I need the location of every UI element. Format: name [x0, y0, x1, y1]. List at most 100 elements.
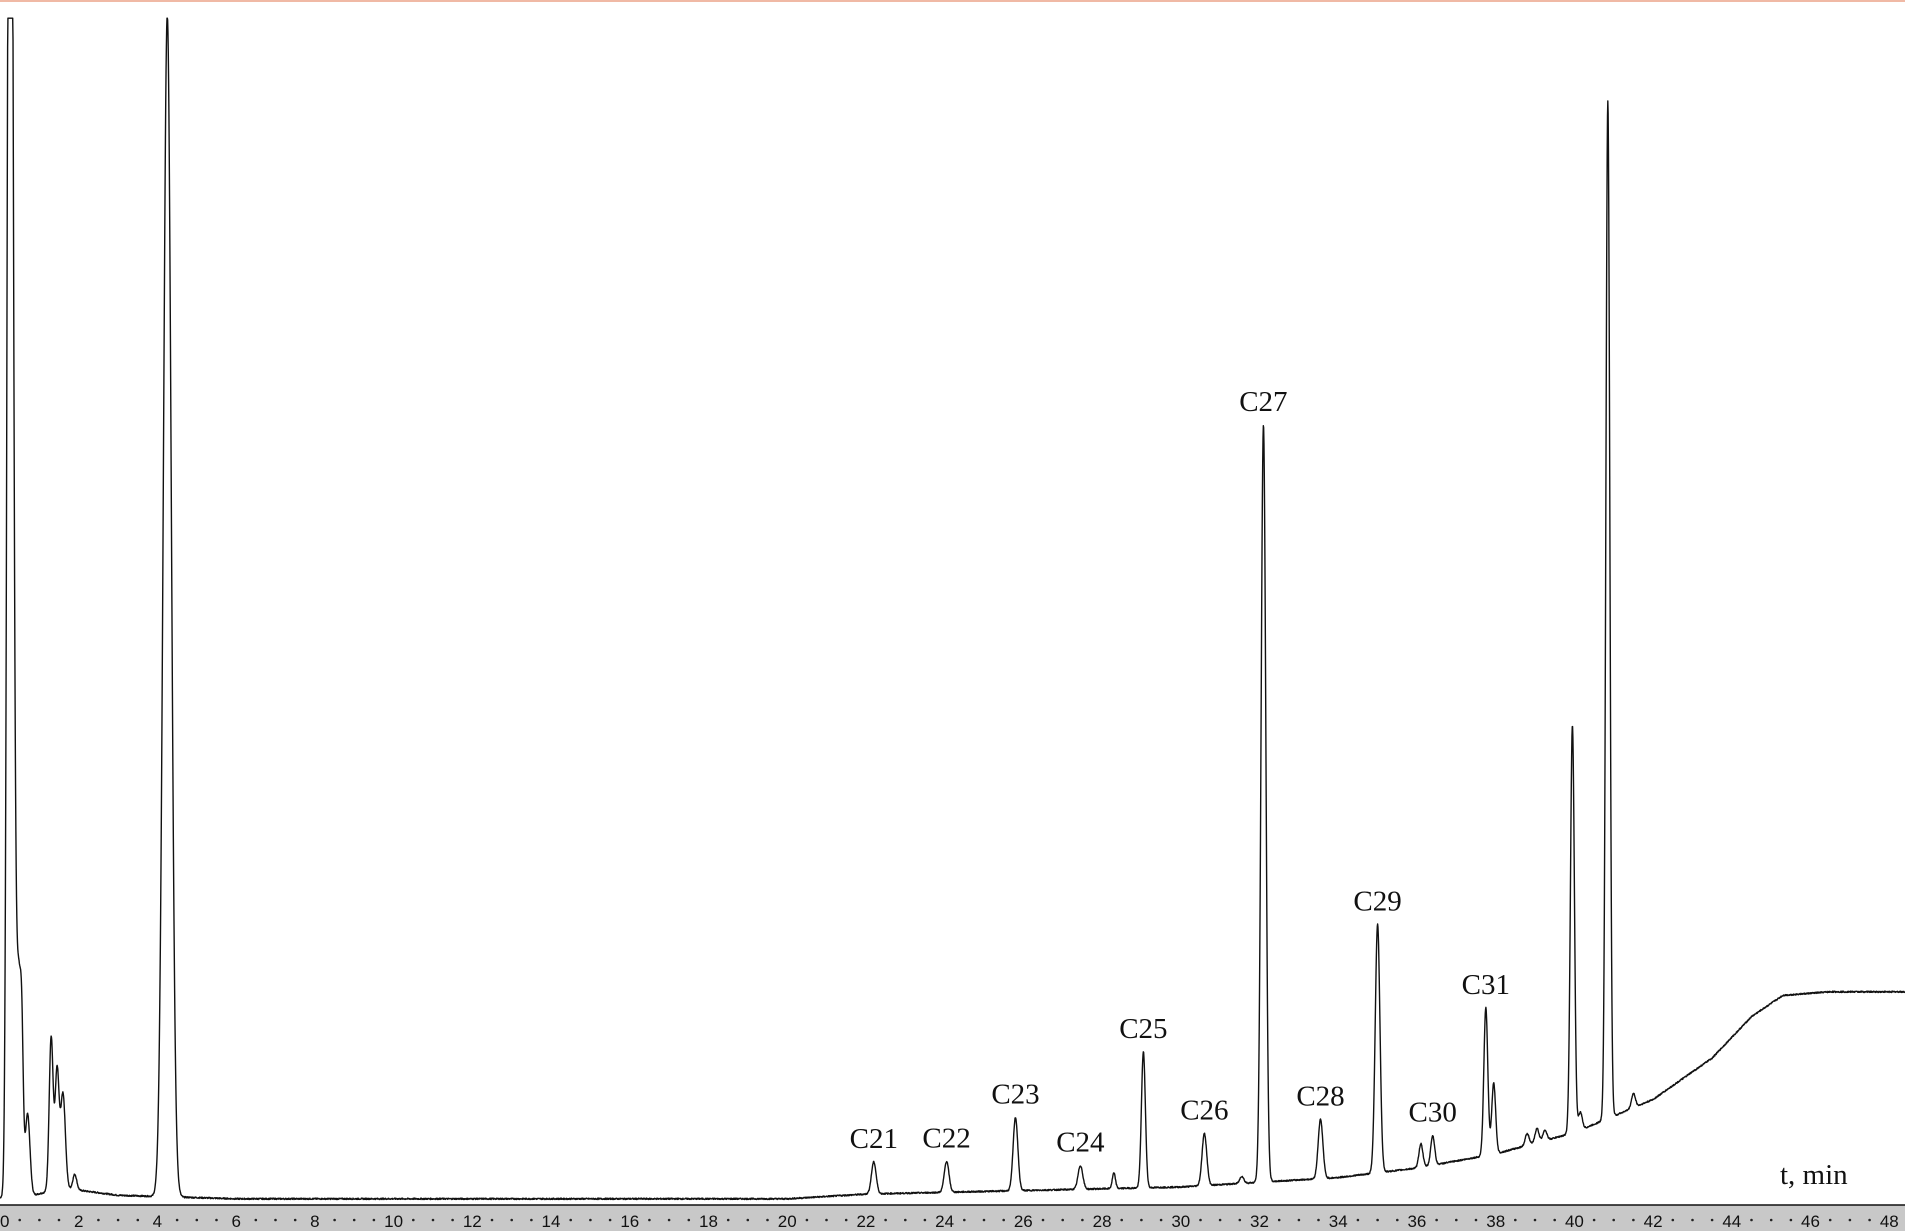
x-minor-tick — [175, 1218, 179, 1222]
peak-labels: C21 C22 C23 C24 C25 C26 C27 C28 C29 C30 C31 — [850, 386, 1510, 1159]
x-minor-tick — [38, 1218, 41, 1222]
x-minor-tick — [1632, 1218, 1635, 1222]
x-tick-label: 42 — [1644, 1212, 1663, 1231]
x-minor-tick — [372, 1218, 376, 1222]
x-minor-tick — [412, 1218, 415, 1222]
x-minor-tick — [589, 1218, 592, 1222]
x-tick-label: 38 — [1486, 1212, 1505, 1231]
x-tick-label: 18 — [699, 1212, 718, 1231]
x-minor-tick — [884, 1218, 887, 1222]
x-minor-tick — [1455, 1218, 1458, 1222]
x-minor-tick — [805, 1218, 809, 1222]
x-minor-tick — [1159, 1218, 1163, 1222]
peak-label-c28: C28 — [1296, 1080, 1344, 1112]
x-tick-label: 40 — [1565, 1212, 1584, 1231]
x-minor-tick — [1474, 1218, 1478, 1222]
x-minor-tick — [1514, 1218, 1517, 1222]
x-tick-label: 12 — [463, 1212, 482, 1231]
x-minor-tick — [1592, 1218, 1596, 1222]
x-minor-tick — [1868, 1218, 1871, 1222]
peak-label-c26: C26 — [1180, 1095, 1228, 1127]
x-minor-tick — [726, 1218, 730, 1222]
x-minor-tick — [274, 1218, 277, 1222]
x-minor-tick — [608, 1218, 612, 1222]
peak-label-c31: C31 — [1462, 969, 1510, 1001]
peak-label-c23: C23 — [991, 1078, 1039, 1110]
x-minor-tick — [923, 1218, 927, 1222]
x-minor-tick — [57, 1218, 61, 1222]
x-minor-tick — [333, 1218, 336, 1222]
x-minor-tick — [982, 1218, 986, 1222]
x-minor-tick — [1553, 1218, 1556, 1222]
x-minor-tick — [97, 1218, 100, 1222]
x-axis-ticks — [18, 1218, 1871, 1222]
x-minor-tick — [1238, 1218, 1242, 1222]
x-minor-tick — [1710, 1218, 1714, 1222]
x-minor-tick — [1435, 1218, 1438, 1222]
x-minor-tick — [18, 1218, 22, 1222]
peak-label-c25: C25 — [1119, 1013, 1167, 1045]
x-minor-tick — [1376, 1218, 1379, 1222]
x-tick-label: 36 — [1407, 1212, 1426, 1231]
x-minor-tick — [844, 1218, 848, 1222]
x-tick-label: 20 — [778, 1212, 797, 1231]
x-minor-tick — [1199, 1218, 1202, 1222]
x-minor-tick — [1769, 1218, 1773, 1222]
x-minor-tick — [215, 1218, 218, 1222]
x-minor-tick — [254, 1218, 258, 1222]
x-tick-label: 8 — [310, 1212, 319, 1231]
peak-label-c29: C29 — [1353, 885, 1401, 917]
peak-label-c24: C24 — [1056, 1127, 1105, 1159]
x-minor-tick — [195, 1218, 199, 1222]
x-minor-tick — [1828, 1218, 1832, 1222]
x-tick-label: 26 — [1014, 1212, 1033, 1231]
x-minor-tick — [1533, 1218, 1537, 1222]
x-minor-tick — [116, 1218, 120, 1222]
x-tick-label: 30 — [1171, 1212, 1190, 1231]
x-minor-tick — [1848, 1218, 1852, 1222]
x-minor-tick — [1317, 1218, 1320, 1222]
x-minor-tick — [1750, 1218, 1753, 1222]
x-minor-tick — [825, 1218, 828, 1222]
x-minor-tick — [1218, 1218, 1222, 1222]
x-tick-label: 32 — [1250, 1212, 1269, 1231]
x-tick-label: 46 — [1801, 1212, 1820, 1231]
x-tick-label: 24 — [935, 1212, 954, 1231]
x-minor-tick — [1396, 1218, 1399, 1222]
x-axis-tick-labels: 0 2 4 6 8 10 12 14 16 18 20 22 24 26 28 30 32 34 36 38 40 42 4… — [0, 1212, 1899, 1231]
x-tick-label: 44 — [1722, 1212, 1741, 1231]
x-minor-tick — [431, 1218, 435, 1222]
x-minor-tick — [766, 1218, 769, 1222]
x-minor-tick — [530, 1218, 533, 1222]
x-minor-tick — [1120, 1218, 1123, 1222]
x-minor-tick — [648, 1218, 651, 1222]
peak-label-c21: C21 — [850, 1123, 898, 1155]
x-minor-tick — [1612, 1218, 1615, 1222]
x-tick-label: 2 — [74, 1212, 83, 1231]
axis-band — [0, 1205, 1905, 1231]
x-minor-tick — [1789, 1218, 1793, 1222]
x-minor-tick — [490, 1218, 494, 1222]
x-tick-label: 14 — [542, 1212, 561, 1231]
chromatogram-trace — [0, 17, 1905, 1201]
peak-label-c22: C22 — [922, 1123, 970, 1155]
x-minor-tick — [136, 1218, 140, 1222]
x-minor-tick — [667, 1218, 671, 1222]
x-tick-label: 22 — [856, 1212, 875, 1231]
x-tick-label: 6 — [231, 1212, 240, 1231]
x-minor-tick — [1671, 1218, 1675, 1222]
x-minor-tick — [1691, 1218, 1694, 1222]
x-tick-label: 10 — [384, 1212, 403, 1231]
x-tick-label: 28 — [1093, 1212, 1112, 1231]
peak-label-c27: C27 — [1239, 386, 1287, 418]
x-tick-label: 48 — [1880, 1212, 1899, 1231]
x-minor-tick — [687, 1218, 691, 1222]
x-minor-tick — [1297, 1218, 1301, 1222]
x-tick-label: 16 — [620, 1212, 639, 1231]
x-minor-tick — [451, 1218, 454, 1222]
x-tick-label: 0 — [0, 1212, 9, 1231]
x-minor-tick — [1140, 1218, 1143, 1222]
x-tick-label: 4 — [153, 1212, 162, 1231]
x-minor-tick — [963, 1218, 966, 1222]
